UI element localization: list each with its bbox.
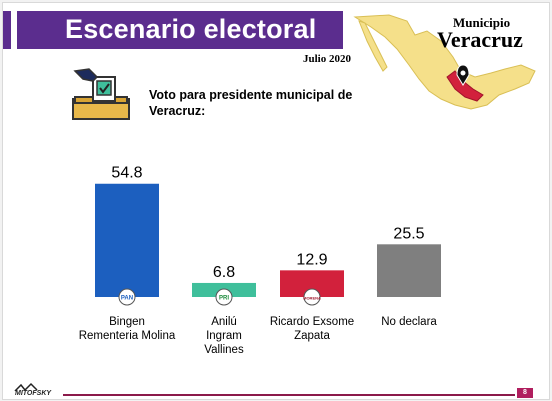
municipality-name: Veracruz (437, 27, 523, 52)
category-label-2-1: Zapata (294, 330, 330, 342)
bar-chart: 54.8 PAN Bingen Rementeria Molina 6.8 PRI Anil… (79, 165, 441, 356)
party-badge-label-1: PRI (219, 296, 229, 302)
date-label: Julio 2020 (303, 53, 351, 65)
category-label-0-1: Rementeria Molina (79, 330, 176, 342)
mitofsky-logo-icon (14, 382, 38, 392)
page-title: Escenario electoral (65, 14, 317, 44)
party-badge-0 (118, 288, 136, 306)
value-label-0: 54.8 (111, 165, 142, 182)
bar-3 (377, 244, 441, 297)
ballot-box-icon (72, 68, 130, 120)
footer-line (63, 394, 515, 396)
question-text: Voto para presidente municipal de Veracr… (149, 88, 353, 118)
category-label-1-0: Anilú (211, 316, 237, 328)
category-label-1-2: Vallines (204, 344, 244, 356)
category-label-3-0: No declara (381, 316, 437, 328)
category-label-0-0: Bingen (109, 316, 145, 328)
municipality-label: Municipio (453, 15, 511, 30)
value-label-1: 6.8 (213, 264, 235, 281)
brand-logo-text: MITOFSKY (15, 390, 52, 397)
category-label-1-1: Ingram (206, 330, 242, 342)
party-badge-2 (303, 288, 321, 306)
bar-0 (95, 183, 159, 297)
category-label-2-0: Ricardo Exsome (270, 316, 354, 328)
title-banner: Escenario electoral (3, 11, 343, 49)
party-badge-1 (215, 288, 233, 306)
party-badge-label-2: MORENA (303, 296, 321, 301)
page-number: 8 (517, 388, 533, 398)
value-label-3: 25.5 (393, 225, 424, 242)
party-badge-label-0: PAN (121, 296, 133, 302)
mexico-map-icon (353, 14, 536, 110)
value-label-2: 12.9 (296, 251, 327, 268)
